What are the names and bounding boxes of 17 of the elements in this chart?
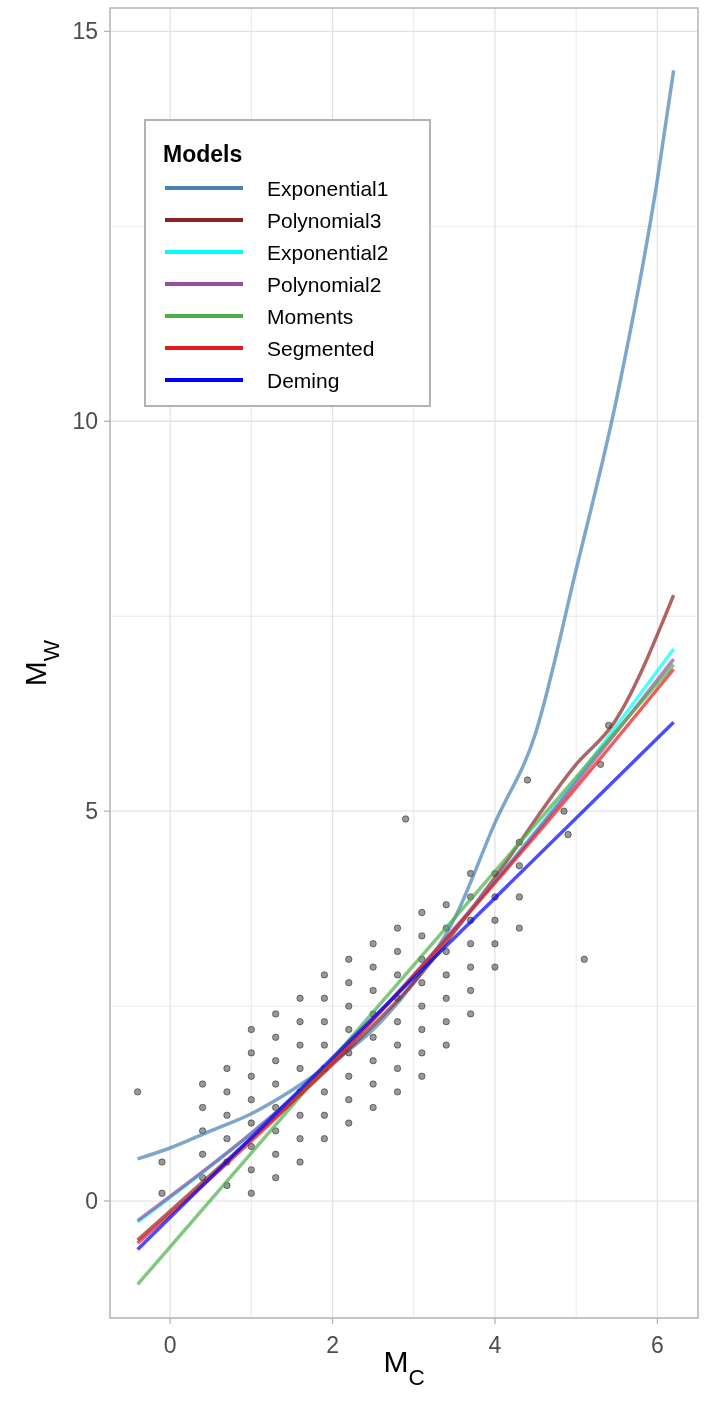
x-tick-label: 0 [163, 1332, 177, 1358]
x-axis-title: M$_{C}$ [383, 1345, 425, 1390]
x-tick-label: 4 [488, 1332, 502, 1358]
legend-label: Exponential2 [267, 241, 389, 264]
legend-label: Deming [267, 369, 340, 392]
x-tick-label: 6 [650, 1332, 664, 1358]
legend-title: Models [163, 141, 243, 167]
legend-label: Moments [267, 305, 354, 328]
y-tick-label: 10 [72, 408, 98, 435]
legend-label: Polynomial2 [267, 273, 382, 296]
y-tick-label: 5 [85, 798, 98, 825]
y-tick-label: 15 [72, 18, 98, 45]
legend-label: Segmented [267, 337, 375, 360]
legend-label: Polynomial3 [267, 209, 382, 232]
y-tick-label: 0 [85, 1188, 98, 1215]
legend-label: Exponential1 [267, 177, 389, 200]
x-tick-label: 2 [326, 1332, 339, 1358]
